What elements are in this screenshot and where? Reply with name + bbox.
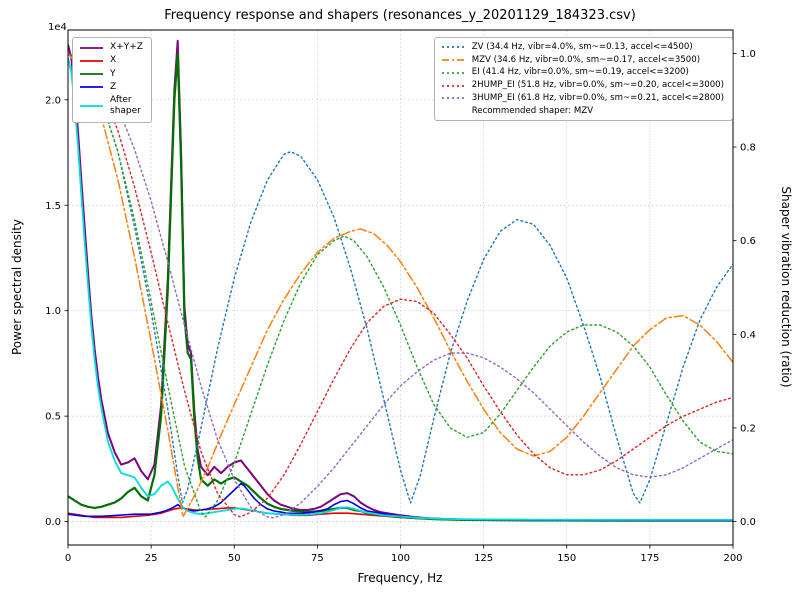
x-tick-label: 25 [145, 553, 158, 564]
legend-item: ZV (34.4 Hz, vibr=4.0%, sm~=0.13, accel<… [441, 42, 724, 53]
legend-item: Z [79, 82, 143, 93]
legend-item: X+Y+Z [79, 42, 143, 53]
legend-empty-sample [441, 106, 466, 116]
legend-shapers: ZV (34.4 Hz, vibr=4.0%, sm~=0.13, accel<… [433, 37, 733, 122]
chart-title: Frequency response and shapers (resonanc… [164, 8, 636, 23]
legend-label: EI (41.4 Hz, vibr=0.0%, sm~=0.19, accel<… [471, 67, 689, 78]
x-tick-label: 150 [557, 553, 576, 564]
x-tick-label: 0 [65, 553, 71, 564]
series-zv [68, 52, 733, 504]
y-tick-label-right: 0.6 [740, 236, 756, 247]
legend-item: X [79, 55, 143, 66]
series-after-shaper [68, 56, 733, 521]
y-tick-label-left: 1.5 [45, 201, 61, 212]
y-tick-label-left: 2.0 [45, 95, 61, 106]
x-tick-label: 50 [228, 553, 241, 564]
axes-frame [67, 29, 734, 546]
legend-label: Recommended shaper: MZV [471, 105, 594, 116]
legend-label: 3HUMP_EI (61.8 Hz, vibr=0.0%, sm~=0.21, … [471, 92, 724, 103]
legend-label: 2HUMP_EI (51.8 Hz, vibr=0.0%, sm~=0.20, … [471, 80, 724, 91]
legend-item: After shaper [79, 95, 143, 118]
y-tick-label-right: 0.2 [740, 423, 756, 434]
legend-line-sample [80, 46, 103, 49]
y-axis-label-left: Power spectral density [10, 218, 24, 356]
legend-label: ZV (34.4 Hz, vibr=4.0%, sm~=0.13, accel<… [471, 42, 693, 52]
series-2hump-ei [68, 52, 733, 518]
legend-label: MZV (34.6 Hz, vibr=0.0%, sm~=0.17, accel… [471, 54, 701, 65]
legend-line-sample [80, 73, 103, 76]
legend-label: X+Y+Z [110, 42, 143, 52]
x-tick-label: 200 [723, 553, 742, 564]
y-tick-label-left: 0.5 [45, 412, 61, 423]
legend-label: Z [110, 81, 117, 92]
series-x-y-z [68, 39, 733, 522]
legend-label: X [110, 55, 117, 66]
series-ei [68, 52, 733, 518]
legend-line-sample [80, 59, 103, 62]
legend-line-sample [80, 105, 103, 108]
legend-item: Recommended shaper: MZV [441, 106, 724, 117]
series-mzv [68, 52, 733, 518]
legend-item: 3HUMP_EI (61.8 Hz, vibr=0.0%, sm~=0.21, … [441, 93, 724, 104]
y-tick-label-left: 0.0 [45, 517, 61, 528]
legend-label: Y [110, 68, 116, 79]
y-tick-label-right: 0.4 [740, 330, 756, 341]
x-tick-label: 125 [474, 553, 493, 564]
legend-label: After shaper [110, 95, 141, 117]
legend-line-sample [441, 46, 465, 49]
y-axis-label-right: Shaper vibration reduction (ratio) [779, 186, 793, 388]
x-axis-label: Frequency, Hz [357, 571, 443, 585]
legend-item: EI (41.4 Hz, vibr=0.0%, sm~=0.19, accel<… [441, 67, 724, 78]
legend-line-sample [441, 59, 465, 61]
legend-psd: X+Y+Z X Y Z After shaper [72, 37, 152, 123]
x-tick-label: 175 [640, 553, 659, 564]
y-tick-label-right: 0.0 [740, 517, 756, 528]
y-tick-label-left: 1.0 [45, 306, 61, 317]
legend-line-sample [80, 86, 103, 89]
y-tick-label-right: 1.0 [740, 49, 756, 60]
legend-item: MZV (34.6 Hz, vibr=0.0%, sm~=0.17, accel… [441, 55, 724, 66]
legend-line-sample [441, 97, 465, 100]
legend-item: Y [79, 69, 143, 80]
y-axis-offset-text: 1e4 [48, 22, 67, 33]
x-tick-label: 100 [391, 553, 410, 564]
x-tick-label: 75 [311, 553, 324, 564]
legend-line-sample [441, 71, 465, 74]
y-tick-label-right: 0.8 [740, 143, 756, 154]
legend-item: 2HUMP_EI (51.8 Hz, vibr=0.0%, sm~=0.20, … [441, 80, 724, 91]
series-3hump-ei [68, 52, 733, 519]
legend-line-sample [441, 84, 465, 87]
